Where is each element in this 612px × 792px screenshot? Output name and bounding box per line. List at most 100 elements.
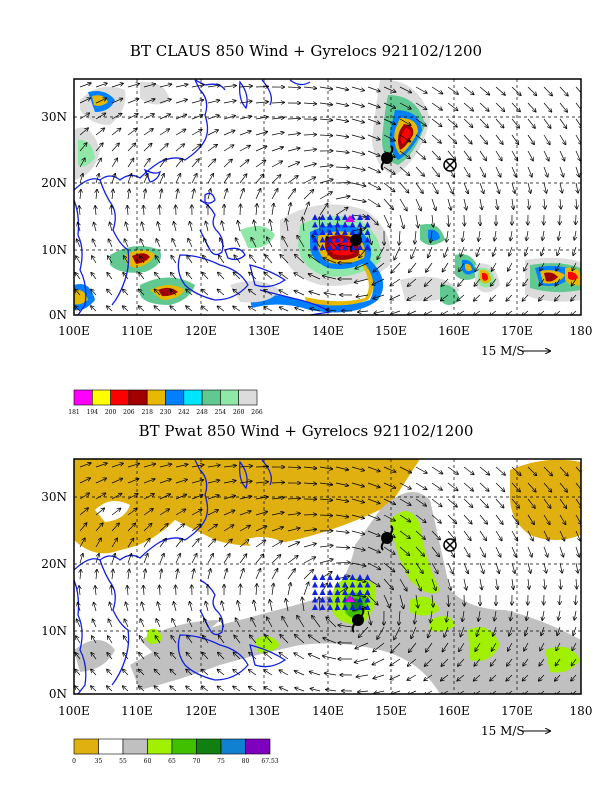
gyre-triangle-icon bbox=[357, 574, 363, 580]
gyre-triangle-icon bbox=[312, 244, 318, 250]
wind-vector bbox=[255, 482, 268, 483]
wind-vector bbox=[239, 116, 252, 120]
colorbar-label: 266 bbox=[251, 409, 263, 416]
wind-vector bbox=[303, 467, 317, 468]
wind-vector bbox=[223, 496, 235, 500]
wind-vector bbox=[249, 687, 257, 692]
wind-vector bbox=[319, 103, 332, 105]
colorbar-label: 248 bbox=[196, 409, 208, 416]
wind-vector bbox=[575, 118, 581, 128]
wind-vector bbox=[191, 524, 201, 532]
wind-vector bbox=[373, 294, 385, 299]
wind-vector bbox=[559, 546, 563, 557]
wind-vector bbox=[367, 594, 378, 605]
wind-vector bbox=[287, 528, 300, 532]
x-tick-label: 180 bbox=[570, 324, 593, 338]
wind-vector bbox=[522, 674, 529, 681]
wind-vector bbox=[270, 600, 272, 612]
wind-vector bbox=[367, 150, 380, 156]
wind-vector bbox=[91, 653, 97, 660]
colorbar-swatch bbox=[238, 389, 258, 406]
wind-vector bbox=[79, 463, 91, 468]
wind-vector bbox=[559, 150, 565, 161]
wind-vector bbox=[309, 255, 321, 264]
wind-vector bbox=[355, 262, 369, 269]
gyre-triangle-icon bbox=[327, 604, 333, 610]
wind-vector bbox=[511, 102, 520, 112]
wind-vector bbox=[309, 291, 321, 296]
wind-vector bbox=[302, 597, 304, 612]
gyre-triangle-icon bbox=[364, 221, 371, 228]
panel2-gyre-triangles bbox=[312, 574, 371, 610]
wind-vector bbox=[479, 466, 489, 475]
wind-vector bbox=[222, 221, 224, 232]
panel2-storm-markers bbox=[345, 525, 457, 633]
wind-vector bbox=[542, 610, 544, 620]
wind-vector bbox=[575, 466, 581, 476]
wind-vector bbox=[527, 482, 536, 492]
wind-vector bbox=[303, 149, 316, 151]
wind-vector bbox=[95, 523, 103, 532]
wind-vector bbox=[172, 239, 177, 248]
wind-vector bbox=[75, 686, 81, 692]
wind-vector bbox=[573, 626, 577, 635]
wind-vector bbox=[475, 642, 481, 651]
wind-vector bbox=[187, 636, 193, 644]
x-tick-label: 150E bbox=[375, 324, 407, 338]
wind-vector bbox=[351, 182, 366, 186]
wind-vector bbox=[572, 642, 577, 651]
wind-vector bbox=[80, 190, 81, 200]
wind-vector bbox=[107, 273, 113, 280]
wind-vector bbox=[156, 619, 161, 628]
wind-vector bbox=[511, 466, 521, 475]
colorbar-swatch bbox=[147, 738, 173, 755]
wind-vector bbox=[171, 636, 177, 644]
wind-vector bbox=[287, 87, 301, 88]
wind-vector bbox=[255, 466, 268, 467]
wind-vector bbox=[495, 102, 504, 111]
wind-vector bbox=[143, 158, 150, 168]
wind-vector bbox=[239, 146, 250, 152]
wind-vector bbox=[143, 174, 148, 184]
wind-vector bbox=[490, 658, 497, 666]
wind-vector bbox=[95, 206, 96, 216]
wind-vector bbox=[511, 166, 516, 177]
wind-vector bbox=[335, 547, 349, 548]
wind-vector bbox=[326, 310, 337, 311]
wind-vector bbox=[430, 610, 432, 623]
wind-vector bbox=[390, 294, 401, 300]
wind-vector bbox=[191, 495, 203, 500]
wind-vector bbox=[540, 262, 545, 271]
wind-vector bbox=[255, 160, 265, 168]
wind-vector bbox=[431, 150, 440, 160]
gyre-triangle-icon bbox=[349, 574, 356, 580]
wind-vector bbox=[571, 278, 577, 286]
wind-vector bbox=[79, 113, 89, 120]
wind-vector bbox=[95, 113, 106, 120]
gyre-triangle-icon bbox=[364, 574, 371, 580]
wind-vector bbox=[79, 478, 90, 484]
x-tick-label: 100E bbox=[58, 324, 90, 338]
wind-vector bbox=[508, 642, 513, 651]
wind-vector bbox=[527, 86, 537, 95]
wind-vector bbox=[394, 626, 401, 640]
wind-vector bbox=[159, 99, 171, 104]
wind-vector bbox=[571, 310, 577, 315]
wind-vector bbox=[271, 189, 278, 200]
wind-vector bbox=[464, 198, 466, 210]
gyre-triangle-icon bbox=[349, 589, 356, 595]
gyre-triangle-icon bbox=[327, 574, 333, 580]
wind-vector bbox=[127, 509, 137, 516]
wind-vector bbox=[79, 554, 83, 564]
wind-vector bbox=[123, 289, 129, 296]
wind-vector bbox=[560, 562, 562, 573]
wind-vector bbox=[559, 530, 565, 541]
wind-vector bbox=[447, 102, 458, 110]
wind-vector bbox=[223, 554, 230, 564]
wind-vector bbox=[174, 222, 176, 232]
wind-vector bbox=[441, 658, 449, 666]
wind-vector bbox=[255, 189, 261, 200]
gyre-triangle-icon bbox=[357, 589, 363, 595]
gyre-triangle-icon bbox=[334, 229, 341, 235]
wind-vector bbox=[175, 174, 180, 184]
